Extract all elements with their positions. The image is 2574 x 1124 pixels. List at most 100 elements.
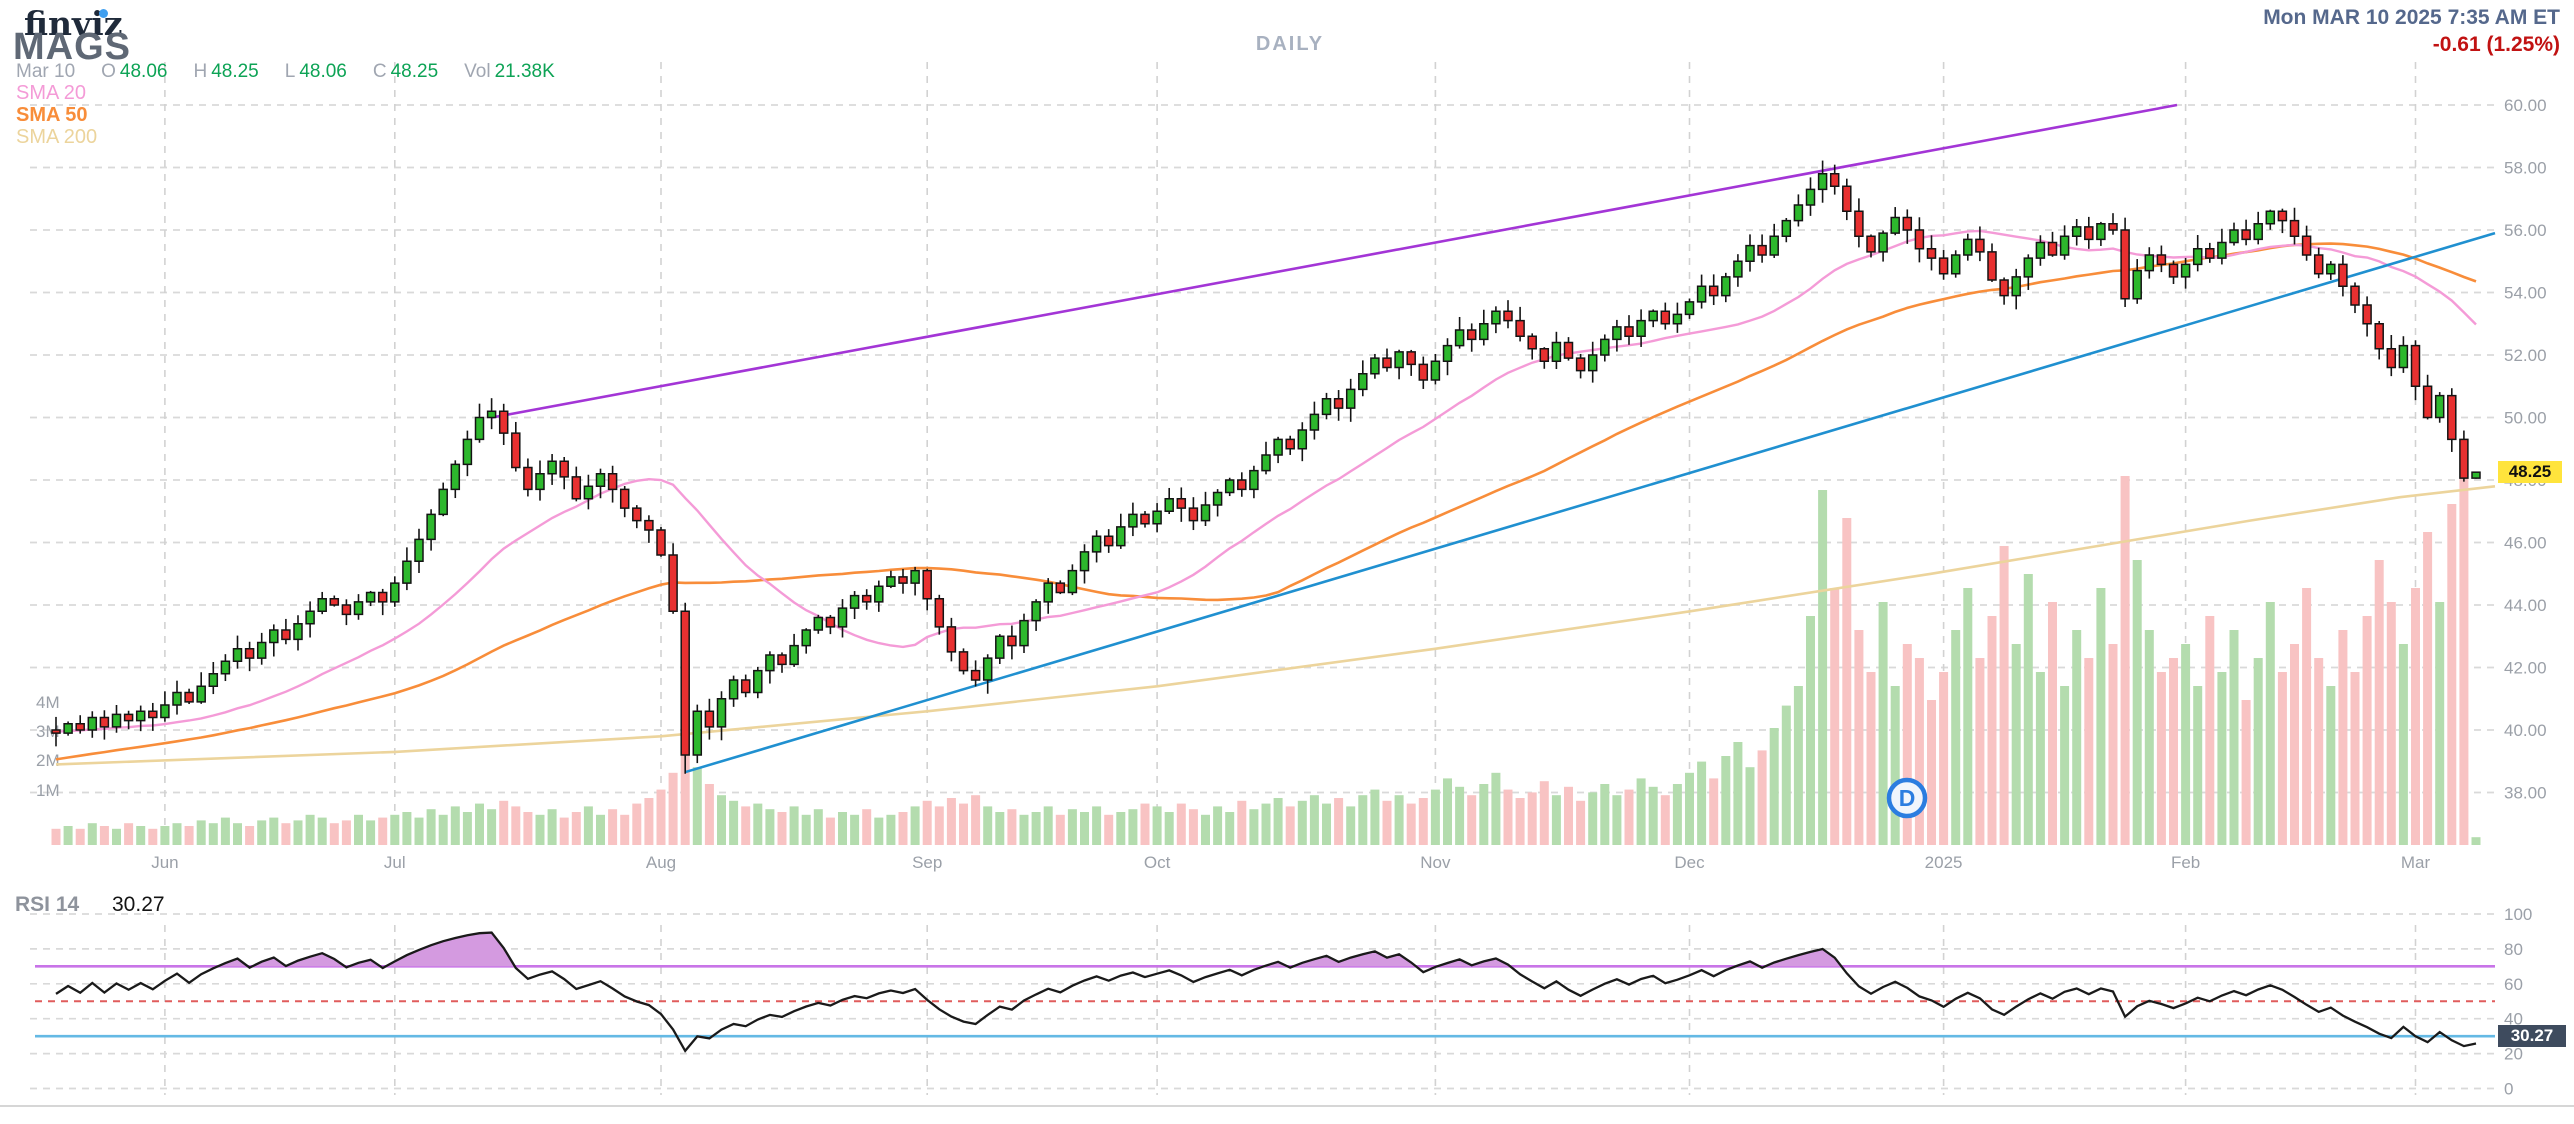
candle-body (886, 576, 896, 587)
candle-body (1164, 498, 1174, 512)
dividend-marker[interactable] (1886, 777, 1928, 819)
candle-body (256, 641, 267, 659)
candle-body (1079, 551, 1090, 572)
price-tick-label: 56.00 (2504, 221, 2547, 240)
candle-body (414, 538, 424, 562)
volume-bar (1890, 686, 1900, 845)
volume-bar (124, 823, 134, 845)
volume-bar (63, 826, 73, 845)
trendline-resistance-line[interactable] (491, 103, 2178, 419)
quote-datetime: Mon MAR 10 2025 7:35 AM ET (2263, 6, 2560, 29)
volume-bar (2217, 672, 2227, 845)
volume-bar (220, 817, 230, 845)
candle-body (1914, 229, 1925, 250)
volume-value: 21.38K (494, 61, 555, 82)
candle-body (2047, 241, 2058, 256)
close-value: 48.25 (390, 61, 439, 82)
high-value: 48.25 (211, 61, 259, 82)
sma50-line (55, 242, 2477, 761)
candle-body (874, 585, 884, 603)
volume-bar (644, 798, 654, 845)
candle-body (1781, 219, 1792, 237)
volume-bar (1685, 772, 1694, 845)
volume-bar (741, 806, 751, 845)
volume-bar (838, 812, 847, 845)
candle-body (2241, 229, 2251, 241)
volume-bar (1660, 795, 1670, 845)
trendline-support-line[interactable] (684, 231, 2496, 774)
legend-sma20[interactable]: SMA 20 (16, 82, 87, 104)
volume-bar (753, 803, 763, 845)
volume-bar (2253, 658, 2263, 845)
volume-bar (1951, 630, 1961, 845)
candle-body (2313, 254, 2324, 275)
candle-body (1503, 310, 1513, 322)
volume-bar (1031, 812, 1041, 845)
candle-body (1466, 329, 1477, 341)
candle-body (365, 591, 376, 603)
candle-body (1975, 238, 1985, 253)
candle-body (148, 710, 158, 719)
candle-body (2398, 344, 2409, 369)
volume-bar (765, 809, 775, 845)
volume-bar (1116, 812, 1126, 845)
candle-body (402, 560, 412, 584)
volume-bar (583, 806, 593, 845)
volume-bar (1527, 792, 1537, 845)
volume-bar (1261, 803, 1271, 845)
candle-body (934, 598, 945, 628)
volume-bar (789, 806, 799, 845)
volume-bar (1539, 781, 1549, 845)
volume-bar (632, 803, 642, 845)
volume-bar (1249, 809, 1259, 845)
candle-body (1116, 526, 1126, 547)
volume-bar (2423, 532, 2433, 845)
volume-bar (1902, 644, 1912, 845)
price-tick-label: 44.00 (2504, 596, 2547, 615)
volume-bar (704, 784, 714, 845)
candle-body (2011, 276, 2021, 297)
candle-body (1249, 469, 1259, 491)
volume-bar (2290, 644, 2299, 845)
candle-body (1418, 363, 1429, 381)
finviz-logo-dot-icon (99, 9, 108, 18)
candle-body (595, 473, 606, 487)
volume-bar (1128, 809, 1138, 845)
price-tick-label: 58.00 (2504, 159, 2547, 178)
current-price-badge: 48.25 (2498, 461, 2562, 483)
candle-body (1987, 251, 1997, 281)
candle-body (1950, 254, 1961, 275)
volume-bar (898, 812, 908, 845)
candle-body (75, 723, 85, 731)
volume-bar (983, 806, 993, 845)
legend-sma200[interactable]: SMA 200 (16, 126, 98, 148)
volume-bar (1721, 756, 1731, 845)
volume-tick-label: 4M (36, 693, 60, 712)
volume-bar (2144, 630, 2154, 845)
candle-body (2277, 210, 2288, 222)
candle-body (1551, 341, 1562, 362)
volume-bar (717, 795, 726, 845)
volume-bar (813, 809, 823, 845)
volume-bar (1975, 658, 1985, 845)
volume-bar (499, 800, 509, 845)
volume-bar (160, 826, 170, 845)
candle-body (305, 610, 315, 625)
legend-sma50[interactable]: SMA 50 (16, 104, 88, 126)
volume-bar (1793, 686, 1803, 845)
volume-bar (329, 823, 339, 845)
candle-body (511, 432, 521, 469)
volume-bar (1382, 800, 1392, 845)
volume-bar (269, 817, 279, 845)
volume-bar (1213, 806, 1223, 845)
sma200-line (55, 485, 2496, 766)
volume-bar (233, 823, 242, 845)
volume-bar (1503, 789, 1513, 845)
candle-body (2471, 471, 2481, 479)
candle-body (668, 554, 678, 612)
price-tick-label: 42.00 (2504, 659, 2547, 678)
volume-bar (1067, 809, 1077, 845)
volume-bar (1007, 809, 1017, 845)
volume-bar (1818, 490, 1828, 845)
ticker-symbol: MAGS (13, 26, 131, 68)
